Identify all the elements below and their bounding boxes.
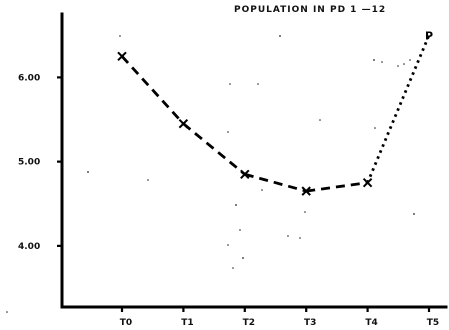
data-point-stroke: [240, 169, 250, 179]
x-tick-label: T1: [181, 318, 193, 328]
y-tick-group: 4.00 5.00 6.00: [18, 73, 62, 252]
data-point-marker: [240, 169, 250, 179]
y-tick-label: 6.00: [18, 73, 40, 83]
data-point-stroke: [301, 186, 311, 196]
speck: [397, 65, 399, 67]
x-tick-label: T0: [120, 318, 132, 328]
speck: [374, 127, 376, 129]
chart-title: POPULATION IN PD 1 —12: [234, 5, 386, 15]
series-line-segment: [366, 34, 431, 184]
speck: [299, 237, 301, 239]
speck: [87, 171, 89, 173]
speck: [227, 244, 229, 246]
data-point-stroke: [362, 177, 373, 188]
speck: [261, 189, 263, 191]
speck: [119, 35, 121, 37]
series-line-segment: [182, 122, 246, 176]
speck: [257, 83, 259, 85]
speck: [227, 131, 229, 133]
speck: [287, 235, 289, 237]
x-tick-label: T2: [243, 318, 255, 328]
speck: [381, 61, 383, 63]
x-tick-label: T3: [304, 318, 316, 328]
data-point-marker: P: [425, 29, 433, 42]
speck: [229, 83, 231, 85]
data-point-marker: [117, 51, 127, 62]
data-point-marker: [362, 177, 373, 188]
speck: [409, 59, 411, 61]
speck: [235, 204, 237, 206]
x-tick-label: T5: [427, 318, 439, 328]
data-point-marker: [301, 186, 311, 196]
data-point-marker: [178, 119, 189, 129]
x-tick-group: T0 T1 T2 T3 T4 T5: [120, 307, 439, 328]
series-line-segment: [120, 55, 185, 125]
speck: [403, 63, 405, 65]
y-tick-label: 4.00: [18, 242, 40, 252]
speck: [373, 59, 375, 61]
x-tick-label: T4: [365, 318, 377, 328]
speck: [6, 311, 8, 313]
data-point-stroke: [117, 51, 127, 62]
speck: [232, 267, 234, 269]
series-marker-group: P: [117, 29, 433, 196]
speck: [279, 35, 281, 37]
speck: [239, 229, 241, 231]
series-line-segment: [306, 181, 368, 193]
series-line-segment: [244, 172, 307, 193]
speck: [304, 211, 306, 213]
speck: [147, 179, 149, 181]
speck: [242, 257, 244, 259]
y-tick-label: 5.00: [18, 158, 40, 168]
series-line-group: [120, 34, 431, 193]
speck: [413, 213, 415, 215]
data-point-stroke: [178, 119, 189, 129]
scan-specks: [6, 35, 415, 313]
speck: [319, 119, 321, 121]
